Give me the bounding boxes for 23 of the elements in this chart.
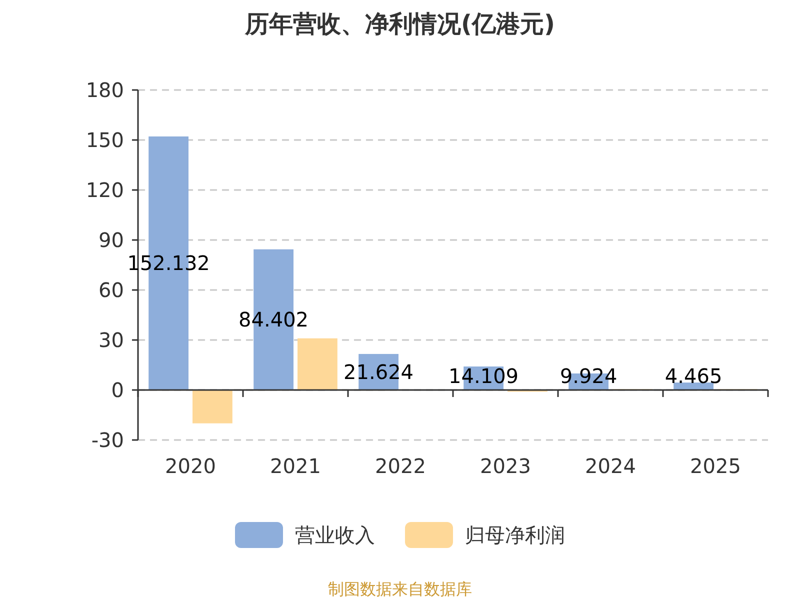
- x-tick-label: 2024: [585, 454, 636, 478]
- y-tick-label: 90: [98, 228, 124, 252]
- x-tick-label: 2021: [270, 454, 321, 478]
- title: 历年营收、净利情况(亿港元): [245, 10, 555, 38]
- data-label: 14.109: [448, 364, 519, 388]
- legend-label: 营业收入: [295, 523, 375, 547]
- x-tick-label: 2020: [165, 454, 216, 478]
- y-tick-label: 0: [111, 378, 124, 402]
- annotation: 制图数据来自数据库: [328, 580, 472, 598]
- data-label: 84.402: [238, 308, 309, 332]
- data-label: 9.924: [560, 364, 618, 388]
- legend-label: 归母净利润: [465, 523, 565, 547]
- data-label: 4.465: [664, 364, 722, 388]
- x-tick-label: 2025: [690, 454, 741, 478]
- data-label: 21.624: [344, 360, 414, 384]
- y-tick-label: 60: [98, 278, 124, 302]
- y-tick-label: -30: [91, 428, 124, 452]
- y-tick-label: 30: [98, 328, 124, 352]
- y-tick-label: 150: [86, 128, 124, 152]
- y-tick-label: 180: [86, 78, 124, 102]
- y-tick-label: 120: [86, 178, 124, 202]
- x-tick-label: 2023: [480, 454, 531, 478]
- x-tick-label: 2022: [375, 454, 426, 478]
